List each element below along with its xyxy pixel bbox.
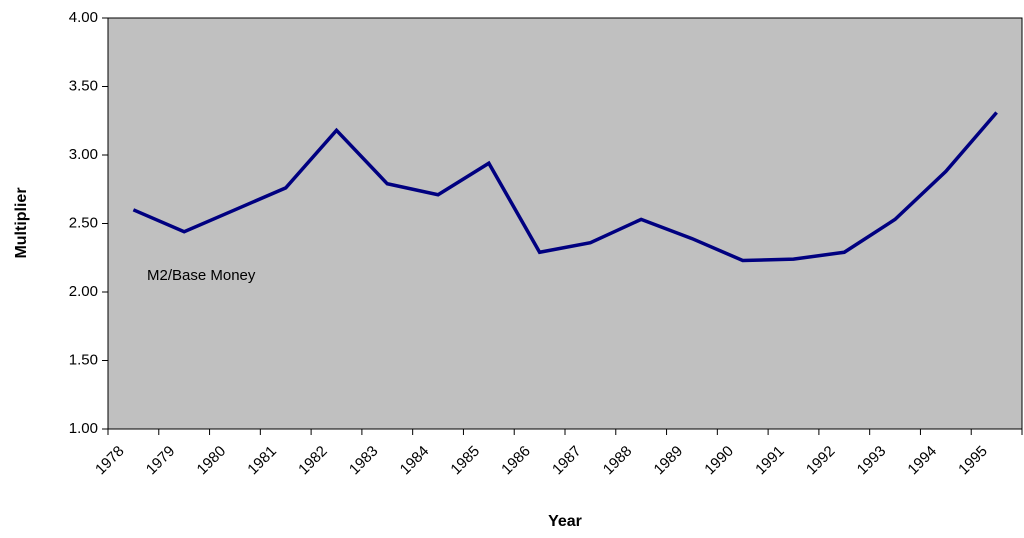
- x-tick-label: 1983: [346, 443, 382, 479]
- x-tick-label: 1987: [549, 443, 585, 479]
- x-tick-label: 1980: [194, 443, 230, 479]
- x-tick-label: 1993: [854, 443, 890, 479]
- x-tick-label: 1990: [701, 443, 737, 479]
- x-tick-label: 1981: [244, 443, 280, 479]
- x-tick-label: 1994: [904, 443, 940, 479]
- annotation: M2/Base Money: [147, 267, 256, 284]
- x-axis-title: Year: [548, 513, 582, 530]
- x-tick-label: 1985: [447, 443, 483, 479]
- x-tick-label: 1979: [143, 443, 179, 479]
- x-tick-label: 1978: [92, 443, 128, 479]
- x-tick-label: 1995: [955, 443, 991, 479]
- y-axis-title: Multiplier: [13, 187, 30, 258]
- y-tick-label: 2.00: [69, 283, 98, 300]
- plot-area: [107, 17, 1023, 430]
- x-tick-label: 1989: [651, 443, 687, 479]
- y-tick-label: 4.00: [69, 9, 98, 26]
- y-tick-label: 3.00: [69, 146, 98, 163]
- y-tick-label: 3.50: [69, 77, 98, 94]
- y-tick-label: 2.50: [69, 214, 98, 231]
- x-tick-label: 1988: [600, 443, 636, 479]
- x-tick-label: 1992: [803, 443, 839, 479]
- x-tick-label: 1991: [752, 443, 788, 479]
- x-tick-label: 1986: [498, 443, 534, 479]
- y-tick-label: 1.50: [69, 351, 98, 368]
- x-tick-label: 1982: [295, 443, 331, 479]
- y-tick-label: 1.00: [69, 420, 98, 437]
- line-series: [132, 111, 998, 263]
- x-tick-label: 1984: [397, 443, 433, 479]
